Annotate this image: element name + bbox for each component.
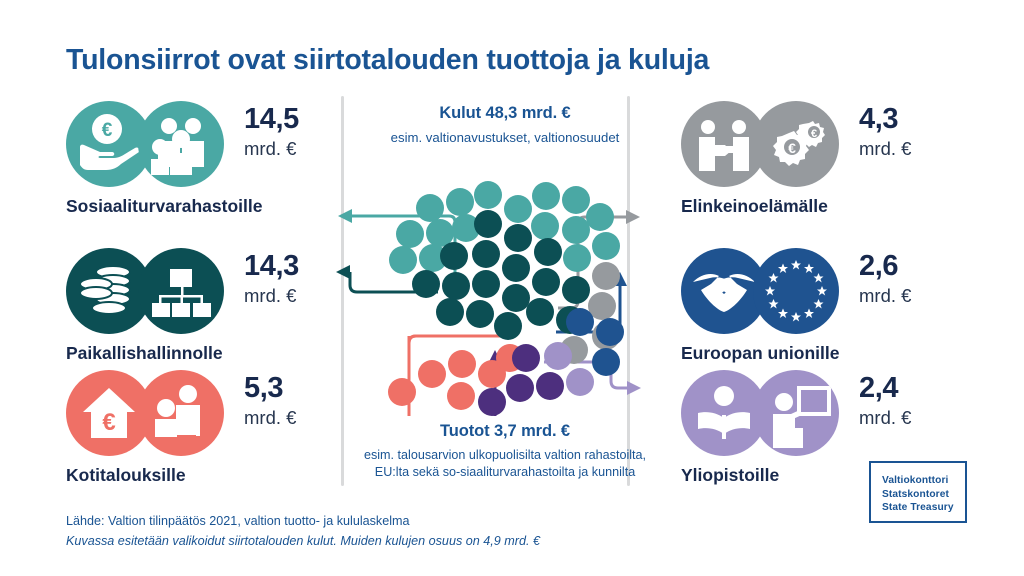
item-yliopistoille: 2,4 mrd. € Yliopistoille (681, 370, 981, 495)
amount-value: 5,3 (244, 372, 284, 404)
page-title: Tulonsiirrot ovat siirtotalouden tuottoj… (66, 44, 710, 76)
two-people-icon (138, 370, 224, 456)
item-kotitalouksille: € 5,3 mrd. € Kotitalouksille (66, 370, 366, 495)
divider-right (627, 96, 630, 486)
icon-pair: € (66, 101, 261, 189)
svg-text:€: € (811, 128, 817, 140)
amount-block: 14,5 mrd. € (244, 105, 364, 160)
icon-pair (681, 370, 876, 458)
amount-value: 14,5 (244, 103, 299, 135)
person-reading-book-icon (681, 370, 767, 456)
center-income-block: Tuotot 3,7 mrd. € esim. talousarvion ulk… (362, 422, 648, 482)
item-label: Kotitalouksille (66, 465, 186, 485)
icon-pair: € (66, 370, 261, 458)
expenses-heading: Kulut 48,3 mrd. € (439, 104, 571, 122)
svg-text:€: € (102, 120, 113, 141)
income-heading: Tuotot 3,7 mrd. € (439, 422, 570, 440)
house-with-euro-icon: € (66, 370, 152, 456)
amount-unit: mrd. € (859, 407, 912, 428)
amount-unit: mrd. € (244, 285, 297, 306)
logo-line-fi: Valtiokonttori (882, 475, 949, 486)
amount-block: 5,3 mrd. € (244, 374, 364, 429)
icon-pair (681, 248, 876, 336)
item-label: Sosiaaliturvarahastoille (66, 196, 263, 216)
svg-text:€: € (788, 140, 796, 156)
valtiokonttori-logo: Valtiokonttori Statskontoret State Treas… (869, 461, 967, 523)
svg-text:€: € (102, 409, 115, 436)
amount-value: 14,3 (244, 250, 299, 282)
organization-hierarchy-icon (138, 248, 224, 334)
amount-unit: mrd. € (244, 407, 297, 428)
coin-stacks-icon (66, 248, 152, 334)
logo-line-en: State Treasury (882, 502, 954, 514)
hand-holding-euro-coin-icon: € (66, 101, 152, 187)
amount-value: 2,6 (859, 250, 899, 282)
eu-stars-circle-icon (753, 248, 839, 334)
item-label: Yliopistoille (681, 465, 780, 485)
source-line: Lähde: Valtion tilinpäätös 2021, valtion… (66, 514, 410, 528)
family-group-icon (138, 101, 224, 187)
amount-block: 14,3 mrd. € (244, 252, 364, 307)
gears-with-euro-icon: € € (753, 101, 839, 187)
amount-unit: mrd. € (859, 138, 912, 159)
amount-value: 4,3 (859, 103, 899, 135)
icon-pair: € € (681, 101, 876, 189)
teacher-at-blackboard-icon (753, 370, 839, 456)
item-euroopan-unionille: 2,6 mrd. € Euroopan unionille (681, 248, 981, 373)
logo-text: Valtiokonttori Statskontoret State Treas… (882, 474, 954, 515)
item-sosiaaliturvarahastoille: € 14,5 mrd. € Sosiaaliturvarahastoille (66, 101, 366, 226)
logo-line-sv: Statskontoret (882, 488, 949, 500)
amount-value: 2,4 (859, 372, 899, 404)
source-note: Kuvassa esitetään valikoidut siirtotalou… (66, 533, 540, 548)
item-paikallishallinnolle: 14,3 mrd. € Paikallishallinnolle (66, 248, 366, 373)
icon-pair (66, 248, 261, 336)
amount-block: 2,6 mrd. € (859, 252, 979, 307)
item-label: Paikallishallinnolle (66, 343, 223, 363)
expenses-subtext: esim. valtionavustukset, valtionosuudet (390, 130, 620, 145)
amount-unit: mrd. € (859, 285, 912, 306)
source-footer: Lähde: Valtion tilinpäätös 2021, valtion… (66, 512, 540, 551)
divider-left (341, 96, 344, 486)
amount-unit: mrd. € (244, 138, 297, 159)
center-expenses-block: Kulut 48,3 mrd. € esim. valtionavustukse… (370, 104, 640, 147)
item-label: Elinkeinoelämälle (681, 196, 828, 216)
handshake-icon (681, 248, 767, 334)
item-elinkeinoelamalle: € € 4,3 mrd. € Elinkeinoelämälle (681, 101, 981, 226)
handshake-business-icon (681, 101, 767, 187)
amount-block: 4,3 mrd. € (859, 105, 979, 160)
amount-block: 2,4 mrd. € (859, 374, 979, 429)
dot-cluster-diagram (330, 96, 650, 416)
income-subtext: esim. talousarvion ulkopuolisilta valtio… (363, 448, 647, 480)
item-label: Euroopan unionille (681, 343, 840, 363)
